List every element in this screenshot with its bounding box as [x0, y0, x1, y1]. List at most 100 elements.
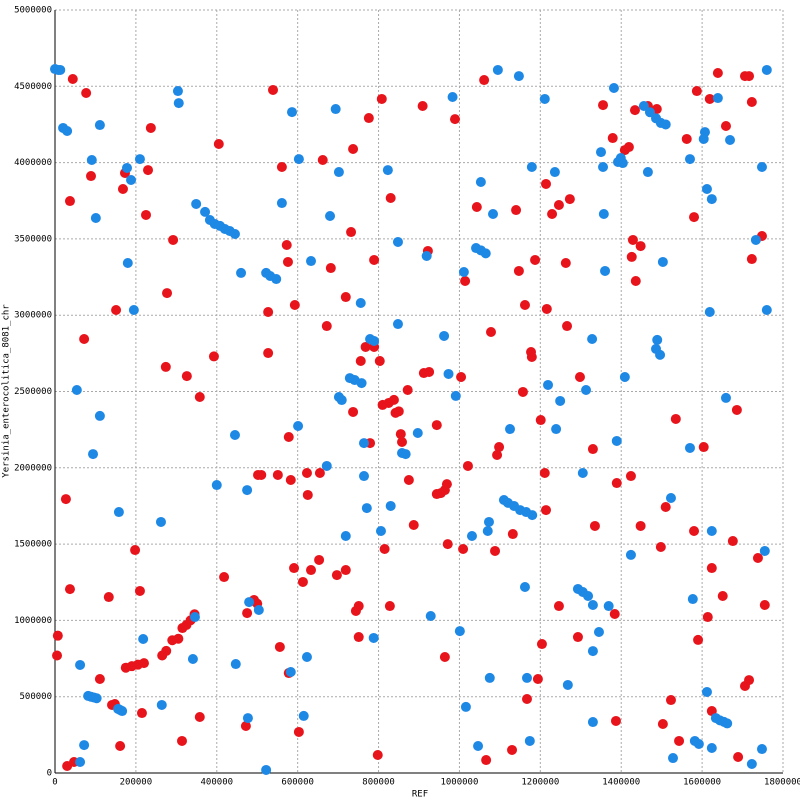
- point: [660, 502, 671, 513]
- point: [744, 675, 755, 686]
- point: [360, 341, 371, 352]
- point: [555, 395, 566, 406]
- point: [392, 236, 403, 247]
- point: [173, 98, 184, 109]
- point: [261, 764, 272, 775]
- point: [609, 608, 620, 619]
- point: [374, 355, 385, 366]
- point: [635, 520, 646, 531]
- y-tick-label: 1500000: [14, 540, 52, 550]
- point: [458, 543, 469, 554]
- x-tick-label: 1000000: [440, 778, 478, 788]
- point: [302, 489, 313, 500]
- x-tick-label: 1400000: [602, 778, 640, 788]
- point: [333, 167, 344, 178]
- point: [524, 735, 535, 746]
- point: [355, 297, 366, 308]
- point: [657, 256, 668, 267]
- point: [191, 198, 202, 209]
- point: [103, 592, 114, 603]
- point: [562, 321, 573, 332]
- point: [539, 467, 550, 478]
- point: [657, 719, 668, 730]
- point: [276, 162, 287, 173]
- x-tick-label: 600000: [281, 778, 314, 788]
- point: [317, 155, 328, 166]
- point: [535, 415, 546, 426]
- point: [589, 520, 600, 531]
- x-tick-label: 0: [52, 778, 57, 788]
- point: [94, 120, 105, 131]
- point: [471, 202, 482, 213]
- point: [189, 612, 200, 623]
- point: [583, 590, 594, 601]
- point: [138, 658, 149, 669]
- point: [746, 254, 757, 265]
- y-tick-label: 0: [47, 769, 52, 779]
- point: [655, 349, 666, 360]
- point: [425, 610, 436, 621]
- point: [625, 471, 636, 482]
- point: [511, 205, 522, 216]
- y-tick-label: 500000: [19, 692, 52, 702]
- point: [64, 584, 75, 595]
- point: [660, 119, 671, 130]
- point: [79, 740, 90, 751]
- point: [117, 706, 128, 717]
- point: [160, 361, 171, 372]
- point: [211, 480, 222, 491]
- point: [581, 384, 592, 395]
- point: [607, 133, 618, 144]
- point: [712, 93, 723, 104]
- point: [610, 715, 621, 726]
- point: [587, 334, 598, 345]
- point: [55, 64, 66, 75]
- point: [113, 507, 124, 518]
- point: [136, 708, 147, 719]
- point: [447, 91, 458, 102]
- point: [473, 740, 484, 751]
- point: [263, 306, 274, 317]
- point: [213, 138, 224, 149]
- point: [488, 209, 499, 220]
- x-axis-label: REF: [412, 790, 428, 800]
- point: [176, 735, 187, 746]
- point: [638, 100, 649, 111]
- point: [117, 183, 128, 194]
- point: [289, 563, 300, 574]
- point: [519, 581, 530, 592]
- point: [161, 645, 172, 656]
- point: [60, 494, 71, 505]
- point: [156, 699, 167, 710]
- point: [756, 162, 767, 173]
- point: [240, 720, 251, 731]
- point: [172, 86, 183, 97]
- point: [505, 424, 515, 435]
- point: [263, 348, 274, 359]
- point: [331, 570, 342, 581]
- point: [301, 652, 312, 663]
- point: [94, 673, 105, 684]
- point: [484, 672, 495, 683]
- point: [94, 410, 105, 421]
- y-tick-label: 3500000: [14, 234, 52, 244]
- point: [242, 713, 253, 724]
- point: [71, 384, 82, 395]
- point: [587, 717, 598, 728]
- point: [363, 113, 374, 124]
- point: [652, 334, 663, 345]
- point: [603, 601, 614, 612]
- y-tick-label: 3000000: [14, 311, 52, 321]
- x-tick-label: 1600000: [683, 778, 721, 788]
- point: [306, 565, 317, 576]
- point: [560, 258, 571, 269]
- point: [75, 757, 86, 768]
- x-tick-label: 1800000: [764, 778, 800, 788]
- point: [348, 406, 359, 417]
- point: [539, 93, 550, 104]
- point: [208, 351, 219, 362]
- point: [549, 167, 560, 178]
- point: [526, 352, 537, 363]
- point: [492, 449, 503, 460]
